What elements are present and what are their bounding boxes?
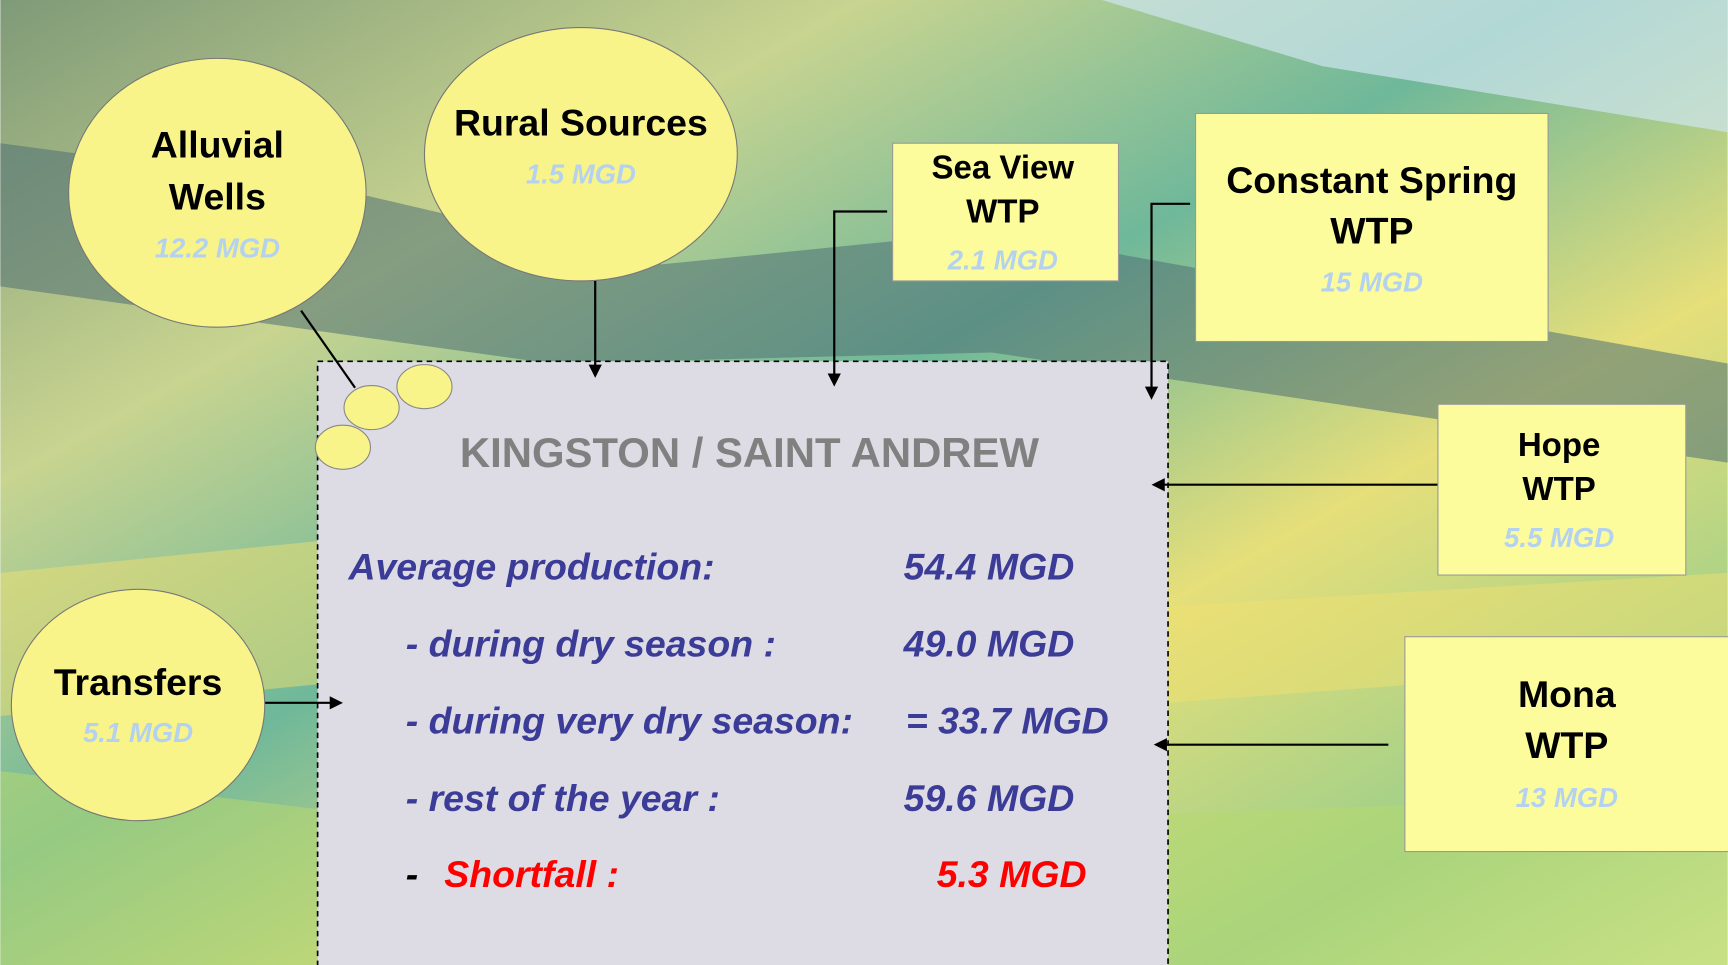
row-value: = 33.7 MGD: [906, 700, 1109, 742]
arrowhead: [827, 373, 841, 387]
bubble: [343, 385, 400, 431]
row-label: Average production:: [347, 545, 714, 587]
source-value: 12.2 MGD: [155, 232, 281, 263]
arrowhead: [1151, 478, 1165, 492]
source-node: [10, 588, 266, 822]
row-value: 49.0 MGD: [903, 623, 1075, 665]
source-value: 5.5 MGD: [1504, 522, 1614, 553]
arrowhead: [1144, 386, 1159, 400]
center-box: [316, 360, 1169, 965]
connector: [300, 310, 356, 389]
arrow: [1150, 202, 1191, 389]
bubble: [396, 364, 453, 410]
background-stripe: [1101, 0, 1728, 133]
source-label: Sea View: [931, 149, 1074, 186]
source-value: 2.1 MGD: [947, 244, 1058, 275]
arrowhead: [588, 364, 602, 378]
row-label: - during dry season :: [406, 623, 776, 665]
source-label: Rural Sources: [454, 101, 708, 143]
source-label: WTP: [1525, 724, 1608, 766]
source-node: [1437, 403, 1687, 576]
source-value: 5.1 MGD: [83, 717, 193, 748]
row-value: 59.6 MGD: [904, 777, 1075, 819]
source-label: Transfers: [54, 661, 223, 703]
source-node: [1195, 112, 1549, 343]
source-label: WTP: [966, 193, 1039, 230]
arrows: [264, 202, 1438, 746]
source-label: Mona: [1518, 673, 1617, 715]
row-label: - rest of the year :: [406, 777, 720, 819]
bubble: [314, 424, 372, 470]
arrowhead: [329, 696, 343, 710]
source-value: 13 MGD: [1516, 782, 1619, 813]
source-node: [1404, 636, 1728, 853]
row-value: 54.4 MGD: [904, 545, 1075, 587]
labels: Alluvial Wells 12.2 MGD Rural Sources 1.5 MG…: [54, 101, 1618, 813]
arrow: [833, 210, 888, 376]
background-stripe: [0, 143, 1728, 463]
source-node: [68, 57, 367, 328]
source-label: WTP: [1522, 471, 1595, 508]
source-value: 15 MGD: [1321, 266, 1424, 297]
arrowheads: [329, 364, 1167, 752]
row-label: - during very dry season:: [406, 700, 853, 742]
source-label: Wells: [169, 175, 266, 217]
source-label: WTP: [1330, 209, 1413, 251]
source-value: 1.5 MGD: [526, 159, 636, 190]
shortfall-dash: -: [406, 853, 418, 895]
shortfall-label: Shortfall :: [444, 853, 619, 895]
source-node: [423, 26, 738, 282]
arrowhead: [1153, 738, 1167, 752]
source-label: Hope: [1518, 427, 1601, 464]
source-label: Constant Spring: [1226, 159, 1517, 201]
center-title: KINGSTON / SAINT ANDREW: [460, 429, 1040, 476]
source-label: Alluvial: [151, 124, 284, 166]
source-node: [892, 142, 1120, 282]
shortfall-value: 5.3 MGD: [937, 853, 1087, 895]
